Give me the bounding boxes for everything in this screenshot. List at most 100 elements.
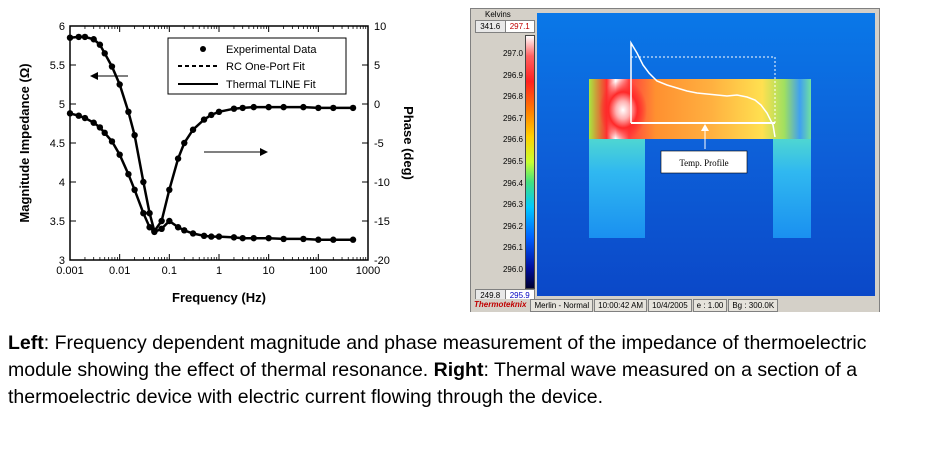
data-point-magnitude — [90, 119, 97, 126]
data-point-phase — [108, 63, 116, 70]
y-left-tick-label: 3 — [59, 255, 65, 267]
data-point-phase — [174, 155, 182, 162]
status-date: 10/4/2005 — [648, 299, 692, 312]
y-right-tick-label: -20 — [374, 255, 390, 267]
scale-tick-label: 296.6 — [502, 135, 523, 145]
scale-tick-label: 296.1 — [502, 243, 523, 253]
scale-tick-label: 296.7 — [502, 113, 523, 123]
data-point-phase — [140, 178, 147, 186]
profile-arrow-head — [701, 124, 709, 131]
data-point-phase — [200, 116, 208, 123]
data-point-phase — [265, 103, 272, 111]
data-point-magnitude — [250, 234, 257, 242]
data-point-magnitude — [125, 171, 132, 178]
scale-tick-label: 296.2 — [502, 221, 523, 231]
scale-ticks: 297.0 296.9 296.8 296.7 296.6 296.5 296.4 296.3… — [477, 35, 523, 287]
data-point-phase — [300, 103, 307, 111]
data-point-magnitude — [146, 224, 153, 231]
data-point-magnitude — [174, 224, 182, 231]
y-right-tick-label: 10 — [374, 21, 386, 33]
status-time: 10:00:42 AM — [594, 299, 648, 312]
axis-arrows — [90, 72, 268, 156]
data-point-magnitude — [200, 232, 208, 240]
data-point-phase — [81, 33, 89, 41]
y-left-tick-label: 4.5 — [50, 138, 65, 150]
scale-tick-label: 296.5 — [502, 157, 523, 166]
data-point-magnitude — [81, 114, 89, 122]
legend-entry-rc-fit: RC One-Port Fit — [226, 61, 305, 73]
data-point-phase — [239, 104, 246, 112]
status-camera: Merlin - Normal — [530, 299, 594, 312]
y-right-tick-label: -5 — [374, 138, 384, 150]
x-tick-label: 1 — [216, 265, 222, 277]
data-point-phase — [116, 81, 123, 88]
x-tick-label: 0.01 — [109, 265, 130, 277]
x-tick-label: 100 — [309, 265, 327, 277]
data-point-phase — [208, 111, 215, 119]
hot-spot — [599, 80, 647, 140]
y-axis-label-right: Phase (deg) — [401, 106, 416, 180]
data-point-magnitude — [140, 210, 147, 217]
x-tick-label: 0.1 — [162, 265, 177, 277]
data-point-magnitude — [189, 230, 197, 237]
legend-marker-dots — [200, 46, 206, 52]
data-point-magnitude — [116, 151, 123, 158]
data-point-phase — [90, 36, 97, 43]
scale-min-right: 295.9 — [509, 291, 530, 300]
scale-max-left: 341.6 — [476, 21, 506, 32]
data-point-magnitude — [215, 233, 223, 240]
data-point-magnitude — [239, 234, 246, 242]
temperature-profile-curve — [630, 40, 776, 138]
thermal-image: Temp. Profile — [537, 13, 875, 296]
device-leg-right — [773, 128, 811, 238]
x-axis-label: Frequency (Hz) — [172, 290, 266, 305]
data-point-phase — [101, 50, 108, 57]
arrow-left-head — [90, 72, 98, 80]
data-point-magnitude — [330, 236, 337, 243]
scale-max-box[interactable]: 341.6 297.1 — [475, 20, 535, 33]
y-left-tick-label: 5.5 — [50, 60, 65, 72]
legend-entry-tline-fit: Thermal TLINE Fit — [226, 79, 316, 91]
scale-tick-label: 296.9 — [502, 70, 523, 80]
data-point-magnitude — [75, 112, 82, 119]
caption-left-text: : Frequency dependent magnitude and phas… — [8, 332, 867, 381]
caption-left-label: Left — [8, 332, 44, 354]
thermal-camera-window: Kelvins 341.6 297.1 297.0 296.9 296.8 296.7… — [470, 8, 880, 312]
device-leg-left — [589, 128, 645, 238]
data-point-phase — [315, 104, 322, 112]
y-right-tick-label: 5 — [374, 60, 380, 72]
data-point-phase — [131, 132, 138, 139]
data-point-phase — [166, 186, 173, 193]
temp-profile-label: Temp. Profile — [679, 158, 728, 168]
chart-legend: Experimental Data RC One-Port Fit Therma… — [167, 37, 347, 95]
y-right-tick-label: 0 — [374, 99, 380, 111]
color-scale-bar — [525, 35, 535, 289]
data-point-magnitude — [315, 236, 322, 243]
brand-logo: Thermoteknix — [471, 299, 530, 312]
data-point-phase — [146, 210, 153, 217]
data-point-phase — [280, 103, 287, 111]
data-point-magnitude — [280, 235, 287, 243]
status-emissivity: e : 1.00 — [692, 299, 728, 312]
data-point-magnitude — [300, 235, 307, 243]
scale-tick-label: 296.8 — [502, 92, 523, 102]
scale-tick-label: 296.4 — [502, 178, 523, 188]
data-point-magnitude — [96, 124, 104, 131]
plot-frame — [69, 25, 369, 261]
status-bar: Thermoteknix Merlin - Normal 10:00:42 AM… — [471, 299, 879, 312]
data-point-phase — [250, 103, 257, 111]
y-left-tick-label: 6 — [59, 21, 65, 33]
data-point-magnitude — [166, 217, 173, 225]
temp-profile-label-box — [660, 150, 748, 174]
data-point-magnitude — [158, 225, 165, 232]
scale-min-left: 249.8 — [476, 290, 506, 301]
rc-fit-line-magnitude — [69, 112, 353, 241]
kelvins-label: Kelvins — [485, 10, 511, 19]
y-axis-label-left: Magnitude Impedance (Ω) — [17, 63, 32, 222]
caption-right-label: Right — [433, 359, 484, 381]
data-point-magnitude — [131, 186, 138, 193]
data-point-phase — [189, 126, 197, 133]
caption-right-text: : Thermal wave measured on a section of … — [8, 359, 858, 408]
data-point-magnitude — [230, 234, 238, 241]
data-point-phase — [75, 33, 82, 41]
